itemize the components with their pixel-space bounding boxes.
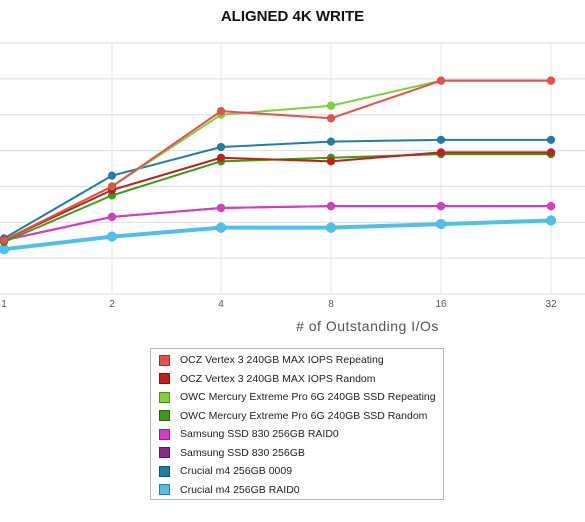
data-point-crucial-m4-256gb-raid0 bbox=[215, 222, 227, 233]
data-point-ocz-vertex-3-240gb-max-iops-repeating bbox=[216, 106, 226, 116]
data-point-ocz-vertex-3-240gb-max-iops-random bbox=[326, 157, 336, 166]
legend-label: OCZ Vertex 3 240GB MAX IOPS Random bbox=[180, 372, 376, 385]
legend-item: OWC Mercury Extreme Pro 6G 240GB SSD Ran… bbox=[159, 407, 443, 426]
data-point-owc-mercury-extreme-pro-6g-240gb-ssd-repeating bbox=[326, 101, 336, 110]
legend-item: OCZ Vertex 3 240GB MAX IOPS Random bbox=[159, 370, 443, 389]
chart-legend: OCZ Vertex 3 240GB MAX IOPS Repeating OCZ… bbox=[150, 348, 444, 500]
series-line-samsung-ssd-830-256gb-raid0 bbox=[3, 205, 551, 242]
data-point-ocz-vertex-3-240gb-max-iops-repeating bbox=[0, 235, 9, 245]
legend-swatch bbox=[159, 391, 170, 403]
data-point-crucial-m4-256gb-raid0 bbox=[106, 231, 118, 242]
data-point-samsung-ssd-830-256gb-raid0 bbox=[216, 203, 226, 213]
legend-swatch bbox=[159, 354, 170, 366]
x-tick-label: 2 bbox=[109, 299, 115, 310]
legend-label: OCZ Vertex 3 240GB MAX IOPS Repeating bbox=[180, 354, 384, 367]
series-line-crucial-m4-256gb-raid0 bbox=[3, 218, 552, 252]
legend-item: Crucial m4 256GB RAID0 bbox=[159, 481, 443, 500]
legend-swatch bbox=[159, 465, 170, 477]
data-point-ocz-vertex-3-240gb-max-iops-repeating bbox=[546, 76, 556, 85]
legend-item: Samsung SSD 830 256GB RAID0 bbox=[159, 425, 443, 444]
data-point-crucial-m4-256gb-raid0 bbox=[545, 215, 557, 226]
legend-label: Samsung SSD 830 256GB bbox=[180, 446, 305, 459]
chart-title: ALIGNED 4K WRITE bbox=[220, 8, 365, 25]
legend-item: OCZ Vertex 3 240GB MAX IOPS Repeating bbox=[159, 351, 443, 370]
x-tick-label: 16 bbox=[435, 299, 447, 310]
legend-item: Samsung SSD 830 256GB bbox=[159, 444, 443, 463]
x-tick-label: 1 bbox=[1, 299, 7, 310]
data-point-samsung-ssd-830-256gb-raid0 bbox=[436, 201, 446, 211]
legend-swatch bbox=[159, 428, 170, 440]
legend-label: Crucial m4 256GB RAID0 bbox=[180, 483, 300, 496]
legend-item: Crucial m4 256GB 0009 bbox=[159, 462, 443, 481]
legend-item: OWC Mercury Extreme Pro 6G 240GB SSD Rep… bbox=[159, 388, 443, 407]
x-tick-label: 8 bbox=[328, 299, 334, 310]
legend-swatch bbox=[159, 410, 170, 422]
data-point-ocz-vertex-3-240gb-max-iops-repeating bbox=[107, 182, 117, 191]
data-point-crucial-m4-256gb-0009 bbox=[216, 142, 226, 152]
x-axis-label: # of Outstanding I/Os bbox=[296, 318, 439, 334]
legend-label: OWC Mercury Extreme Pro 6G 240GB SSD Rep… bbox=[180, 391, 436, 404]
data-point-ocz-vertex-3-240gb-max-iops-random bbox=[216, 153, 226, 162]
legend-label: Samsung SSD 830 256GB RAID0 bbox=[180, 428, 339, 441]
data-point-crucial-m4-256gb-0009 bbox=[107, 171, 117, 180]
data-point-samsung-ssd-830-256gb-raid0 bbox=[546, 201, 556, 211]
data-point-samsung-ssd-830-256gb-raid0 bbox=[107, 212, 117, 222]
data-point-crucial-m4-256gb-raid0 bbox=[325, 222, 337, 233]
x-tick-label: 4 bbox=[218, 299, 224, 310]
data-point-ocz-vertex-3-240gb-max-iops-random bbox=[436, 148, 446, 157]
legend-label: Crucial m4 256GB 0009 bbox=[180, 465, 293, 478]
series-line-ocz-vertex-3-240gb-max-iops-random bbox=[3, 151, 551, 242]
data-point-ocz-vertex-3-240gb-max-iops-random bbox=[546, 148, 556, 157]
legend-swatch bbox=[159, 484, 170, 496]
data-point-crucial-m4-256gb-0009 bbox=[326, 137, 336, 146]
data-point-crucial-m4-256gb-0009 bbox=[436, 135, 446, 145]
data-point-crucial-m4-256gb-raid0 bbox=[435, 218, 447, 230]
legend-swatch bbox=[159, 447, 170, 459]
data-point-samsung-ssd-830-256gb-raid0 bbox=[326, 201, 336, 211]
data-point-ocz-vertex-3-240gb-max-iops-repeating bbox=[436, 76, 446, 85]
line-chart: 1 2 4 8 16 32 bbox=[0, 42, 585, 310]
data-point-ocz-vertex-3-240gb-max-iops-repeating bbox=[326, 114, 336, 123]
x-tick-label: 32 bbox=[545, 299, 557, 310]
legend-swatch bbox=[159, 373, 170, 385]
series-line-ocz-vertex-3-240gb-max-iops-repeating bbox=[3, 79, 551, 242]
legend-label: OWC Mercury Extreme Pro 6G 240GB SSD Ran… bbox=[180, 409, 428, 422]
data-point-crucial-m4-256gb-0009 bbox=[546, 135, 556, 145]
series-line-crucial-m4-256gb-0009 bbox=[3, 138, 551, 240]
